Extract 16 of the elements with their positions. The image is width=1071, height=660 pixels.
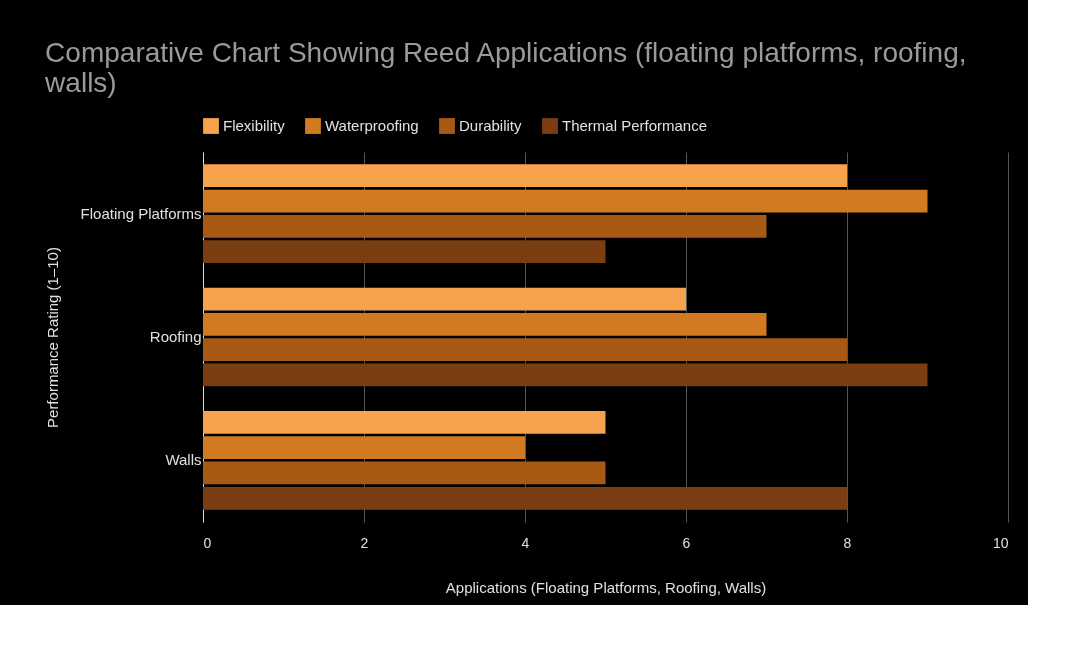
- x-tick-label: 4: [521, 534, 530, 551]
- legend-label: Flexibility: [223, 117, 286, 134]
- x-tick-label: 10: [992, 534, 1009, 551]
- y-tick-label: Roofing: [149, 328, 202, 345]
- x-axis-title: Applications (Floating Platforms, Roofing, Walls): [445, 578, 767, 596]
- x-tick-label: 0: [203, 534, 212, 551]
- x-tick-label: 2: [360, 534, 369, 551]
- legend-label: Thermal Performance: [562, 117, 708, 134]
- x-tick-label: 6: [682, 534, 691, 551]
- x-tick-label: 8: [843, 534, 852, 551]
- legend-label: Waterproofing: [325, 117, 419, 134]
- y-axis-title: Performance Rating (1–10): [43, 247, 61, 428]
- y-tick-label: Walls: [165, 451, 202, 469]
- chart-title: Comparative Chart Showing Reed Applications (floating platforms, roofing, walls): [44, 37, 967, 98]
- legend-label: Durability: [459, 117, 523, 134]
- y-tick-label: Floating Platforms: [80, 204, 202, 222]
